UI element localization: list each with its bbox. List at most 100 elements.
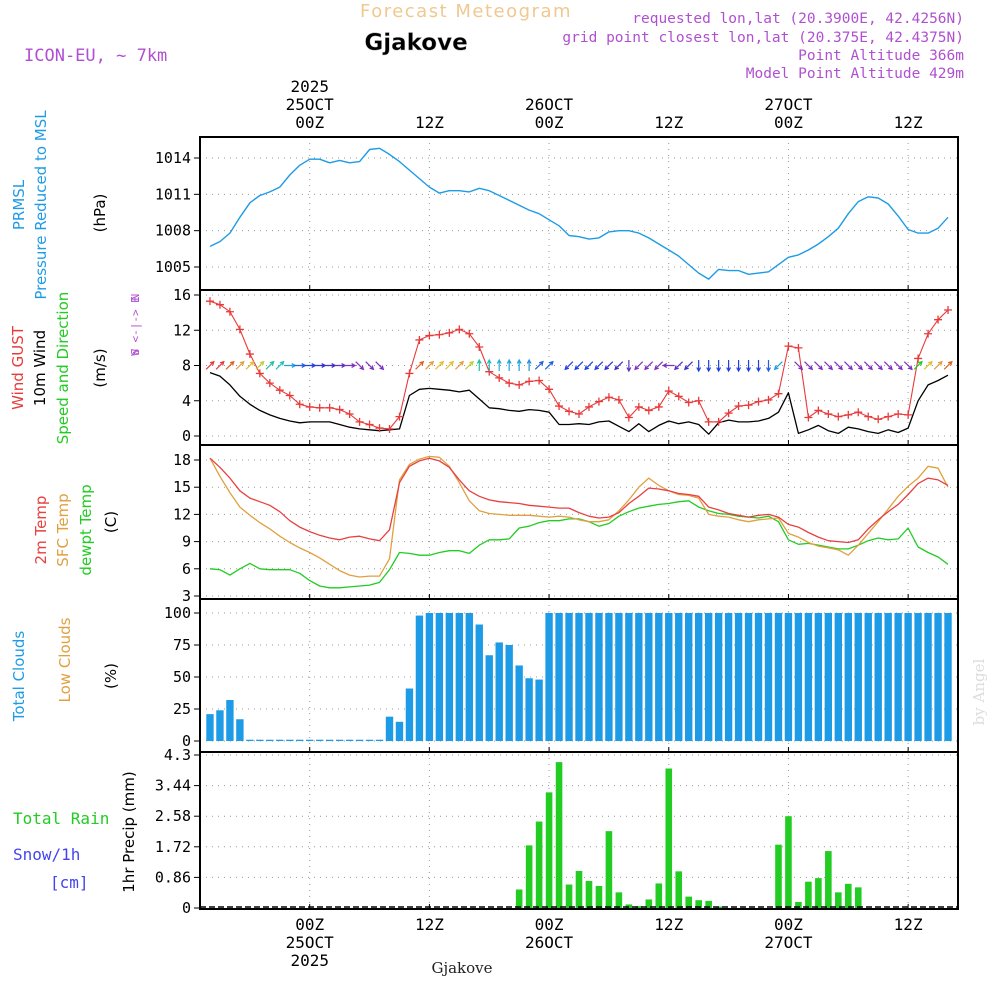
total-cloud-bar (455, 613, 464, 741)
total-cloud-bar (645, 613, 653, 741)
gust-marker (734, 402, 743, 411)
gust-marker (864, 412, 873, 421)
total-cloud-bar (934, 613, 942, 741)
gust-marker (325, 403, 334, 412)
pressure-panel: 1005 1008 1011 1014 (155, 136, 959, 291)
gust-marker (894, 409, 903, 418)
gust-marker (395, 412, 404, 421)
precip-bar (635, 906, 643, 908)
wind-arrow (773, 361, 783, 371)
total-cloud-bar (844, 613, 852, 741)
precip-bar (844, 883, 852, 908)
gust-marker (664, 387, 673, 396)
wind-10m-line (209, 371, 949, 435)
precip-bar (825, 851, 832, 908)
total-cloud-bar (834, 613, 843, 741)
precip-bar (575, 870, 583, 908)
wind-arrow (943, 360, 953, 370)
clouds-ytick-label: 0 (182, 732, 191, 750)
total-cloud-bar (724, 613, 733, 741)
wind-arrow (476, 358, 482, 371)
temp-sfc-label: SFC Temp (54, 493, 72, 566)
total-cloud-bar (794, 613, 803, 741)
total-cloud-bar (774, 613, 783, 741)
total-cloud-bar (206, 714, 214, 741)
gust-marker (614, 395, 623, 404)
location-title: Gjakove (364, 30, 467, 56)
bottom-time-label: 12Z (654, 915, 683, 934)
bottom-time-label: 12Z (894, 915, 923, 934)
wind-arrow (344, 363, 357, 368)
total-cloud-bar (804, 613, 813, 741)
watermark: by Angel (970, 658, 988, 725)
total-cloud-bar (415, 615, 424, 741)
pressure-line (209, 147, 949, 280)
gust-marker (594, 397, 603, 406)
total-cloud-bar (595, 613, 603, 741)
gust-marker (355, 417, 364, 426)
total-cloud-bar (365, 739, 374, 741)
gust-marker (824, 409, 833, 418)
gust-marker (535, 376, 544, 385)
total-cloud-bar (445, 613, 454, 741)
wind-arrow (766, 360, 771, 373)
wind-arrow (893, 361, 903, 371)
wind-arrow (445, 360, 455, 370)
precip-bar (805, 881, 812, 908)
wind-10m-label: 10m Wind (31, 330, 49, 406)
gust-marker (604, 393, 613, 402)
precip-bar (775, 844, 782, 908)
total-cloud-bar (605, 613, 613, 741)
total-cloud-bar (375, 739, 384, 741)
precip-panel: 0 0.86 1.72 2.58 3.44 4.3 (155, 746, 959, 917)
total-cloud-bar (685, 613, 693, 741)
top-time-label: 00Z (774, 113, 803, 132)
wind-panel: 0 4 8 12 16 (173, 286, 959, 446)
total-cloud-bar (894, 613, 902, 741)
wind-arrow (275, 360, 285, 370)
precip-bar (555, 762, 563, 908)
wind-arrow (496, 358, 502, 371)
total-cloud-bar (495, 642, 503, 741)
total-cloud-bar (615, 613, 623, 741)
precip-ytick-label: 2.58 (155, 807, 191, 825)
compass-s: S (129, 349, 142, 356)
wind-arrow (375, 361, 385, 371)
total-cloud-bar (246, 739, 254, 741)
wind-arrow (736, 360, 742, 373)
wind-arrow (365, 361, 375, 371)
gust-marker (834, 412, 843, 421)
total-cloud-bar (814, 613, 823, 741)
wind-arrow (564, 361, 574, 371)
top-time-label: 00Z (295, 113, 324, 132)
wind-arrow (574, 361, 584, 371)
total-cloud-bar (335, 739, 344, 741)
gust-marker (335, 405, 344, 414)
wind-arrow (654, 361, 664, 371)
gust-marker (914, 354, 923, 363)
precip-frame (199, 751, 959, 910)
wind-arrow (644, 361, 654, 371)
precip-bar (785, 816, 792, 908)
pressure-ytick-label: 1014 (155, 149, 191, 167)
wind-arrow (883, 361, 893, 371)
gust-marker (754, 397, 763, 406)
wind-ytick-label: 12 (173, 321, 191, 339)
gust-marker (295, 400, 304, 409)
gust-marker (265, 379, 274, 388)
pressure-ytick-label: 1011 (155, 185, 191, 203)
wind-arrow (662, 363, 675, 368)
gust-marker (545, 385, 554, 394)
gust-marker (315, 403, 324, 412)
gust-marker (515, 380, 524, 389)
temperature-frame (199, 444, 959, 600)
top-time-label: 12Z (894, 113, 923, 132)
compass-n: N (129, 294, 142, 301)
total-cloud-bar (226, 700, 234, 741)
precip-bar (605, 831, 613, 908)
gust-marker (245, 350, 254, 359)
pressure-ytick-label: 1005 (155, 258, 191, 276)
gust-marker (475, 342, 484, 351)
wind-arrow (756, 360, 761, 373)
